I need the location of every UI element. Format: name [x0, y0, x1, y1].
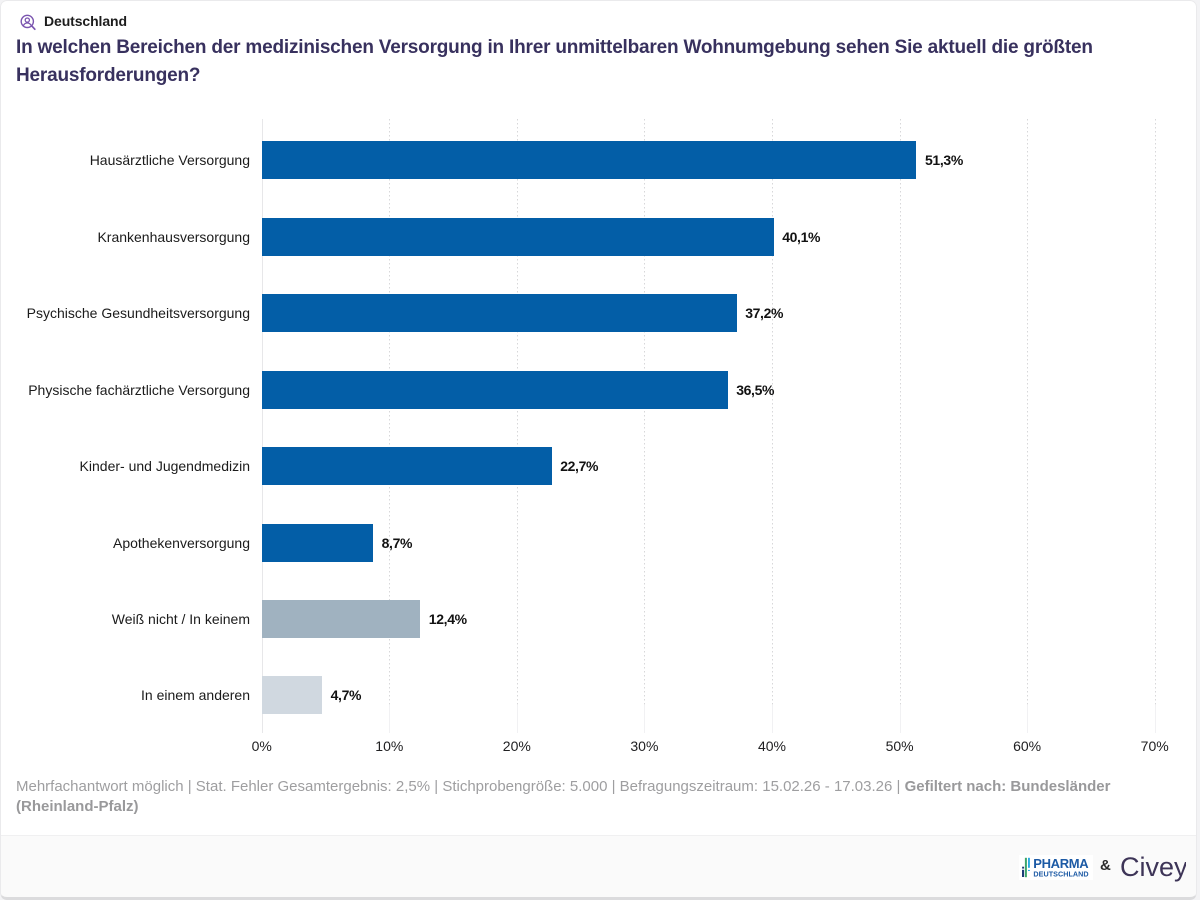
- svg-text:Civey: Civey: [1120, 852, 1186, 882]
- svg-text:PHARMA: PHARMA: [1033, 856, 1089, 871]
- svg-text:DEUTSCHLAND: DEUTSCHLAND: [1033, 870, 1088, 879]
